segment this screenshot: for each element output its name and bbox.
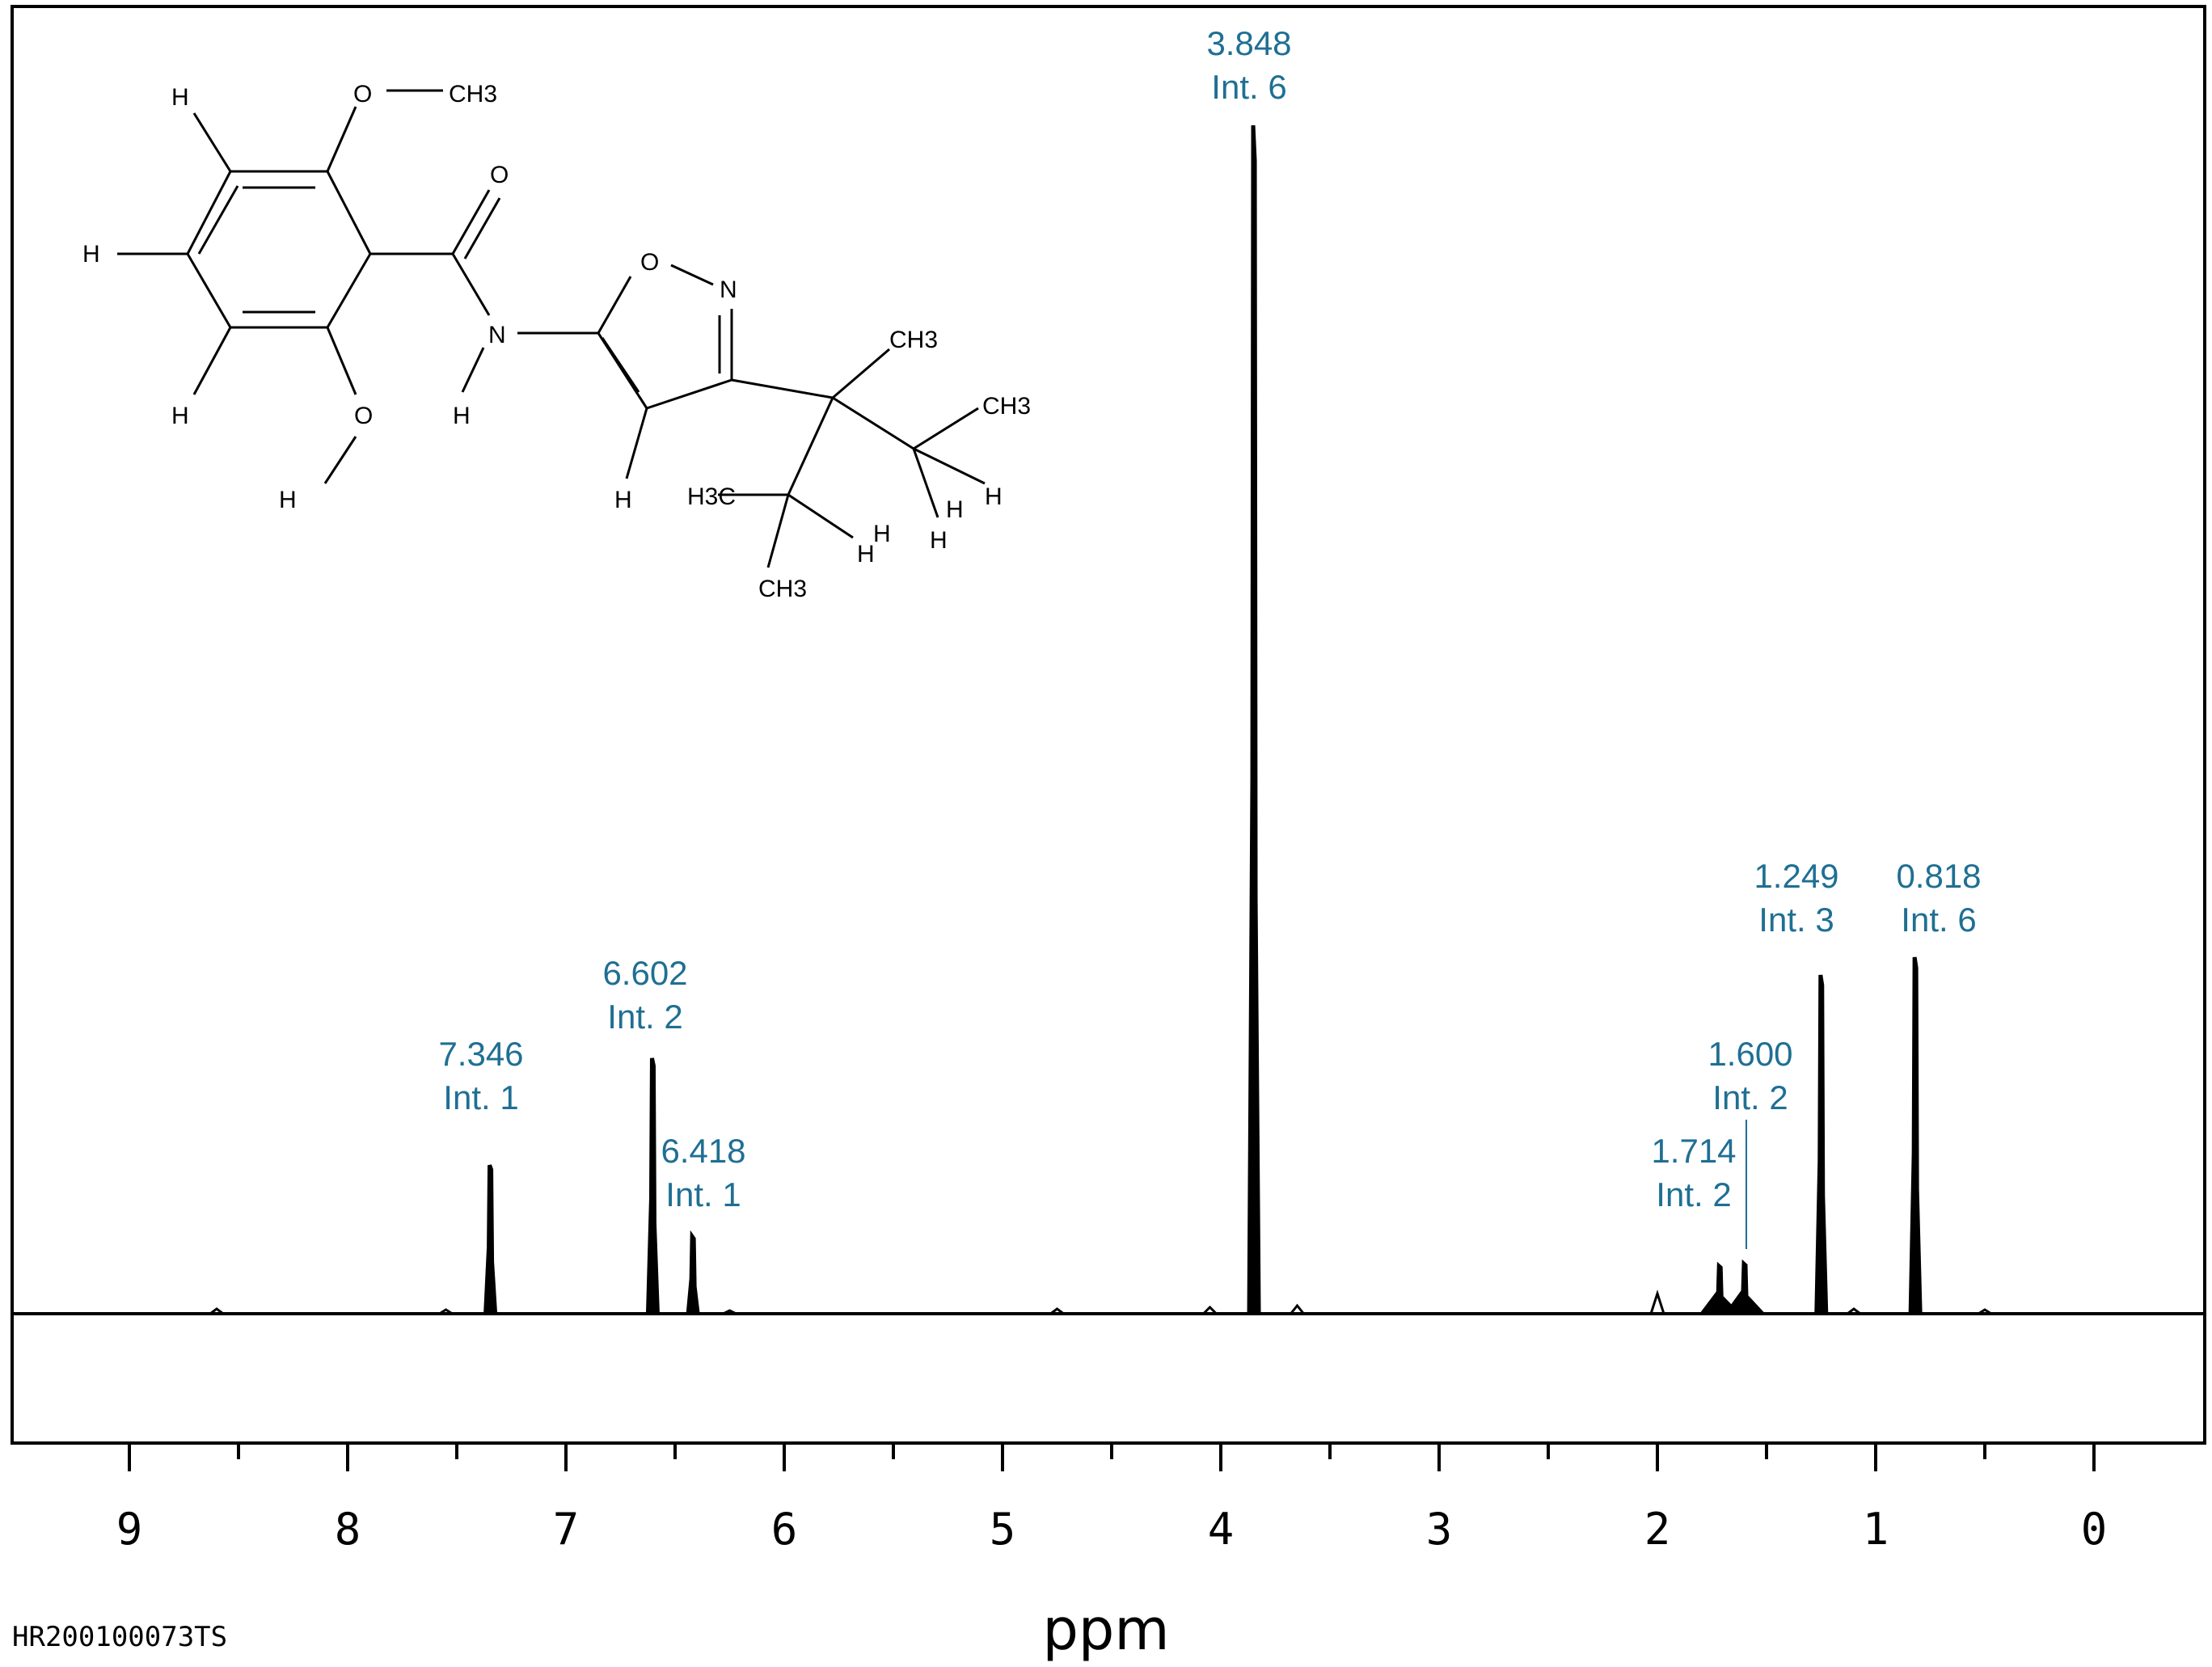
bond bbox=[912, 448, 939, 518]
atom-label: CH3 bbox=[758, 576, 807, 602]
atom-label: N bbox=[720, 276, 737, 303]
peak-shift-label: 6.602 bbox=[602, 954, 687, 992]
plot-frame bbox=[11, 5, 2206, 1445]
baseline-noise bbox=[1049, 1307, 1065, 1315]
x-axis-ticks: 9 8 7 6 5 4 3 2 1 0 bbox=[116, 1443, 2108, 1555]
atom-label: H bbox=[614, 487, 632, 513]
bond bbox=[832, 396, 914, 450]
bond bbox=[787, 397, 834, 496]
atom-label: CH3 bbox=[449, 81, 497, 108]
tick-label: 5 bbox=[990, 1504, 1016, 1555]
peak-trace bbox=[686, 1230, 700, 1315]
atom-label: CH3 bbox=[982, 393, 1031, 420]
bond bbox=[461, 347, 485, 393]
bond bbox=[766, 494, 790, 568]
peak-integral-label: Int. 1 bbox=[665, 1175, 741, 1213]
atom-label: H bbox=[857, 541, 875, 568]
atom-label: H bbox=[82, 241, 100, 268]
peak-shift-label: 6.418 bbox=[661, 1132, 745, 1170]
peak-labels: 7.346 Int. 1 6.602 Int. 2 6.418 Int. 1 3.848 In… bbox=[438, 24, 1982, 1249]
tick-label: 4 bbox=[1208, 1504, 1235, 1555]
baseline-noise bbox=[209, 1307, 224, 1315]
atom-label: H bbox=[985, 483, 1003, 510]
peak-integral-label: Int. 1 bbox=[443, 1078, 518, 1116]
atom-label: H bbox=[171, 403, 189, 429]
atom-label: CH3 bbox=[889, 327, 938, 353]
baseline-noise bbox=[722, 1309, 737, 1315]
atom-label: O bbox=[490, 162, 509, 188]
peak-shift-label: 1.249 bbox=[1754, 857, 1838, 895]
atom-label: O bbox=[640, 249, 659, 276]
peak-integral-label: Int. 6 bbox=[1211, 68, 1286, 106]
baseline-noise bbox=[438, 1308, 454, 1315]
baseline-noise bbox=[1847, 1307, 1861, 1315]
bond bbox=[326, 106, 357, 172]
atom-label: H bbox=[171, 84, 189, 111]
atom-label: H bbox=[930, 527, 948, 554]
x-axis-label: ppm bbox=[1042, 1597, 1169, 1663]
ring-double-bond bbox=[197, 185, 239, 255]
baseline-noise bbox=[1978, 1308, 1992, 1315]
isoxazole-bond bbox=[597, 276, 632, 334]
atom-label: H bbox=[453, 403, 471, 429]
carbonyl-double-bond bbox=[451, 189, 491, 255]
bond bbox=[625, 407, 648, 479]
atom-label: O bbox=[354, 403, 373, 429]
carbonyl-double-bond bbox=[463, 197, 501, 260]
peak-trace bbox=[1908, 956, 1923, 1315]
baseline-noise bbox=[1290, 1303, 1305, 1315]
tick-label: 1 bbox=[1863, 1504, 1889, 1555]
peak-trace bbox=[645, 1057, 660, 1315]
atom-label: H bbox=[279, 487, 297, 513]
tick-label: 7 bbox=[553, 1504, 580, 1555]
atom-label: O bbox=[353, 81, 372, 108]
isoxazole-double-bond bbox=[601, 337, 640, 393]
bond bbox=[451, 253, 491, 316]
bond bbox=[787, 493, 854, 539]
atom-label: H3C bbox=[687, 483, 736, 510]
bond bbox=[913, 407, 979, 450]
bond bbox=[731, 378, 834, 399]
peak-integral-label: Int. 2 bbox=[607, 998, 682, 1036]
isoxazole-bond bbox=[670, 264, 714, 286]
bond bbox=[323, 436, 357, 484]
chemical-structure: H O CH3 O H N O N CH3 H CH3 H O H H3C H … bbox=[82, 81, 1031, 602]
peak-trace bbox=[1724, 1259, 1764, 1315]
peak-integral-label: Int. 2 bbox=[1712, 1078, 1788, 1116]
tick-label: 3 bbox=[1426, 1504, 1453, 1555]
bond bbox=[913, 447, 986, 485]
peak-trace bbox=[1814, 974, 1829, 1315]
tick-label: 0 bbox=[2081, 1504, 2108, 1555]
peak-shift-label: 1.714 bbox=[1651, 1132, 1736, 1170]
peak-integral-label: Int. 3 bbox=[1758, 901, 1834, 939]
sample-code: HR200100073TS bbox=[12, 1621, 227, 1653]
peak-shift-label: 7.346 bbox=[438, 1035, 523, 1073]
isoxazole-bond bbox=[646, 378, 732, 410]
peak-shift-label: 3.848 bbox=[1206, 24, 1291, 62]
bond bbox=[326, 327, 357, 395]
peak-integral-label: Int. 2 bbox=[1656, 1175, 1731, 1213]
peak-trace bbox=[483, 1164, 498, 1315]
atom-label: N bbox=[488, 322, 506, 348]
bond bbox=[192, 327, 232, 395]
baseline-noise bbox=[1649, 1289, 1665, 1315]
atom-label: H bbox=[946, 496, 964, 523]
peak-shift-label: 0.818 bbox=[1896, 857, 1981, 895]
bond bbox=[192, 112, 232, 172]
tick-label: 8 bbox=[335, 1504, 361, 1555]
tick-label: 6 bbox=[771, 1504, 798, 1555]
tick-label: 2 bbox=[1644, 1504, 1671, 1555]
atom-label: H bbox=[873, 521, 891, 547]
peak-traces bbox=[209, 124, 1992, 1315]
baseline-noise bbox=[1202, 1305, 1218, 1315]
peak-shift-label: 1.600 bbox=[1708, 1035, 1792, 1073]
bond bbox=[832, 348, 890, 399]
tick-label: 9 bbox=[116, 1504, 143, 1555]
benzene-ring bbox=[186, 170, 372, 329]
peak-trace bbox=[1247, 124, 1261, 1315]
peak-trace bbox=[1700, 1261, 1740, 1315]
peak-integral-label: Int. 6 bbox=[1901, 901, 1976, 939]
